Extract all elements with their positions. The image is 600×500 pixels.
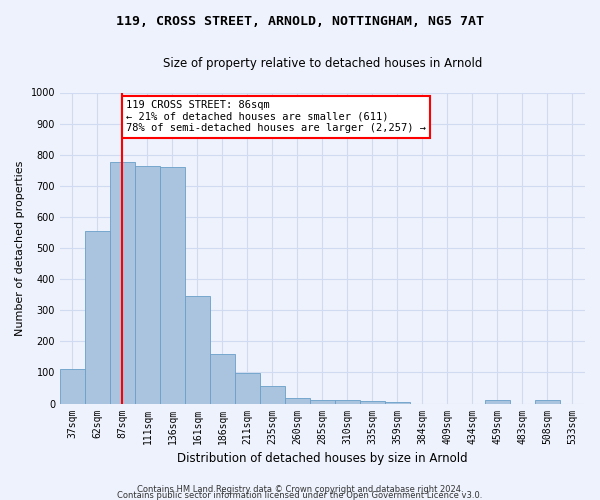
Bar	[160, 167, 185, 404]
Bar	[285, 398, 310, 404]
Bar	[385, 402, 410, 404]
Bar	[360, 402, 385, 404]
Bar	[185, 296, 210, 404]
Bar	[110, 162, 135, 404]
Bar	[135, 166, 160, 404]
Bar	[85, 231, 110, 404]
Title: Size of property relative to detached houses in Arnold: Size of property relative to detached ho…	[163, 58, 482, 70]
Bar	[260, 386, 285, 404]
Bar	[535, 400, 560, 404]
Bar	[235, 373, 260, 404]
X-axis label: Distribution of detached houses by size in Arnold: Distribution of detached houses by size …	[177, 452, 468, 465]
Text: 119 CROSS STREET: 86sqm
← 21% of detached houses are smaller (611)
78% of semi-d: 119 CROSS STREET: 86sqm ← 21% of detache…	[126, 100, 426, 134]
Y-axis label: Number of detached properties: Number of detached properties	[15, 160, 25, 336]
Text: 119, CROSS STREET, ARNOLD, NOTTINGHAM, NG5 7AT: 119, CROSS STREET, ARNOLD, NOTTINGHAM, N…	[116, 15, 484, 28]
Bar	[335, 400, 360, 404]
Text: Contains public sector information licensed under the Open Government Licence v3: Contains public sector information licen…	[118, 490, 482, 500]
Bar	[310, 400, 335, 404]
Bar	[60, 370, 85, 404]
Bar	[210, 354, 235, 404]
Bar	[485, 400, 510, 404]
Text: Contains HM Land Registry data © Crown copyright and database right 2024.: Contains HM Land Registry data © Crown c…	[137, 484, 463, 494]
